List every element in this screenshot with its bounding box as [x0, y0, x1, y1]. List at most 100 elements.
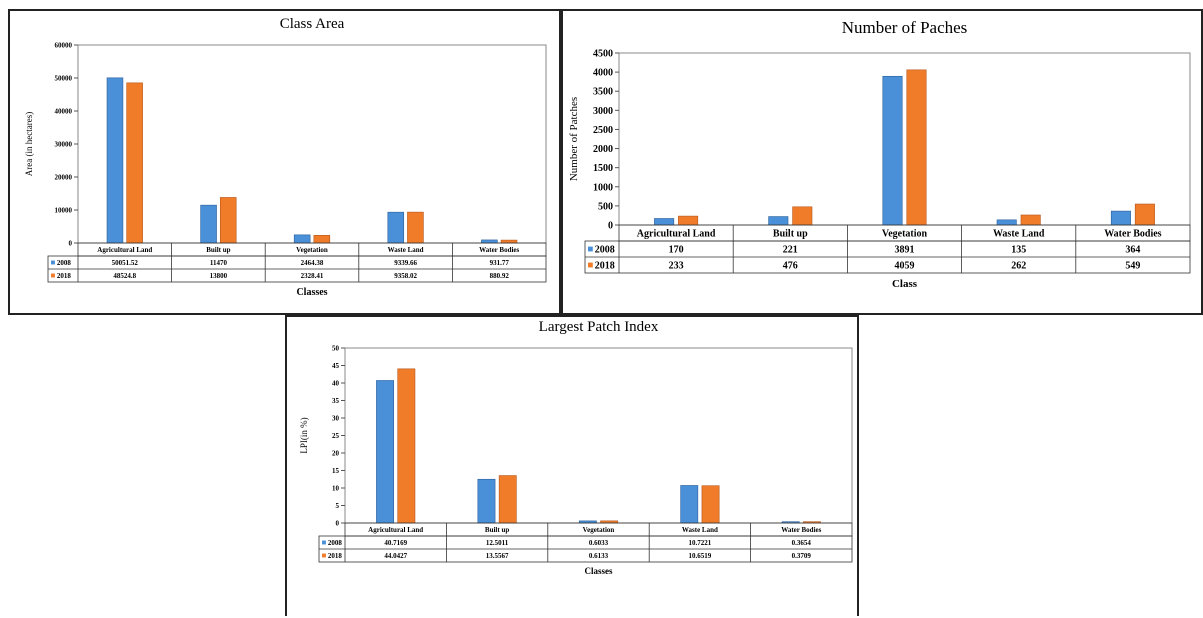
y-axis-label: Area (in hectares)	[24, 112, 34, 176]
chart-title: Largest Patch Index	[539, 319, 659, 335]
y-tick-label: 60000	[55, 41, 73, 49]
bar-2008-3	[996, 219, 1017, 226]
category-label: Built up	[485, 526, 509, 534]
data-label: 13.5567	[486, 552, 509, 560]
data-label: 880.92	[490, 272, 510, 280]
bar-2018-0	[126, 82, 143, 244]
y-tick-label: 20000	[55, 173, 73, 181]
data-label: 48524.8	[113, 272, 136, 280]
bar-2018-1	[219, 197, 237, 244]
data-label: 40.7169	[384, 539, 407, 547]
legend-label-2018: 2018	[57, 272, 72, 280]
bar-2008-0	[376, 380, 394, 524]
category-label: Waste Land	[388, 246, 424, 254]
bar-2008-2	[293, 234, 311, 244]
data-label: 0.3709	[792, 552, 812, 560]
category-label: Waste Land	[682, 526, 718, 534]
y-tick-label: 0	[69, 239, 73, 247]
y-tick-label: 35	[332, 397, 340, 405]
category-label: Waste Land	[993, 229, 1045, 240]
legend-label-2008: 2008	[595, 245, 615, 256]
y-tick-label: 50000	[55, 74, 73, 82]
largest-patch-index-chart-panel: Largest Patch Index 0 5 10 15 20 25 30 35 40 45 50 L…	[285, 315, 859, 616]
category-label: Vegetation	[882, 229, 928, 240]
data-label: 50051.52	[112, 259, 139, 267]
data-label: 12.5011	[486, 539, 509, 547]
y-axis-label: LPI(in %)	[299, 417, 309, 453]
category-label: Vegetation	[583, 526, 615, 534]
legend-label-2018: 2018	[328, 552, 343, 560]
data-label: 476	[783, 261, 798, 272]
legend-label-2018: 2018	[595, 261, 615, 272]
bar-2018-0	[678, 215, 699, 226]
legend-key-2008	[51, 260, 55, 265]
category-label: Vegetation	[296, 246, 328, 254]
bar-2018-3	[1020, 214, 1041, 226]
x-axis-label: Classes	[296, 287, 327, 298]
data-label: 931.77	[490, 259, 510, 267]
legend-key-2018	[322, 553, 326, 558]
x-axis-label: Class	[892, 278, 918, 290]
data-label: 221	[783, 245, 798, 256]
category-label: Agricultural Land	[97, 246, 152, 254]
category-label: Water Bodies	[1104, 229, 1161, 240]
y-tick-label: 20	[332, 449, 340, 457]
largest-patch-index-chart: Largest Patch Index 0 5 10 15 20 25 30 35 40 45 50 L…	[299, 319, 853, 576]
bar-2008-0	[106, 77, 124, 244]
bar-2018-4	[500, 239, 518, 244]
chart-title: Number of Paches	[842, 18, 968, 37]
bar-2018-3	[407, 211, 424, 244]
data-label: 170	[669, 245, 684, 256]
x-axis-label: Classes	[584, 566, 612, 576]
data-label: 44.0427	[384, 552, 407, 560]
data-label: 13800	[210, 272, 228, 280]
data-label: 10.7221	[689, 539, 712, 547]
bar-2008-1	[200, 204, 217, 244]
category-label: Agricultural Land	[637, 229, 716, 240]
number-of-patches-chart-panel: Number of Paches 0 500 1000 1500 2000 2500 3000…	[561, 9, 1203, 315]
data-label: 2328.41	[301, 272, 324, 280]
bar-2018-1	[498, 475, 517, 524]
data-label: 135	[1011, 245, 1026, 256]
y-tick-label: 4500	[593, 49, 613, 60]
y-tick-label: 3000	[593, 106, 613, 117]
y-tick-label: 30000	[55, 140, 73, 148]
category-label: Agricultural Land	[368, 526, 423, 534]
data-label: 9358.02	[394, 272, 417, 280]
y-tick-label: 4000	[593, 68, 613, 79]
bar-2008-4	[1110, 210, 1131, 226]
y-tick-label: 500	[598, 201, 613, 212]
y-tick-label: 0	[608, 221, 613, 232]
y-tick-label: 25	[332, 432, 340, 440]
y-tick-label: 2000	[593, 144, 613, 155]
data-label: 262	[1011, 261, 1026, 272]
y-tick-label: 10	[332, 484, 340, 492]
bar-2018-1	[792, 206, 813, 226]
data-label: 0.6033	[589, 539, 609, 547]
data-label: 0.3654	[792, 539, 812, 547]
bar-2008-0	[654, 218, 675, 226]
category-label: Built up	[206, 246, 230, 254]
y-tick-label: 10000	[55, 206, 73, 214]
legend-key-2018	[51, 273, 55, 278]
number-of-patches-chart: Number of Paches 0 500 1000 1500 2000 2500 3000…	[568, 18, 1191, 290]
category-label: Built up	[773, 229, 808, 240]
category-label: Water Bodies	[479, 246, 519, 254]
y-tick-label: 3500	[593, 87, 613, 98]
plot-area	[344, 347, 853, 524]
bar-2018-0	[397, 368, 416, 524]
data-label: 0.6133	[589, 552, 609, 560]
y-tick-label: 2500	[593, 125, 613, 136]
category-label: Water Bodies	[781, 526, 821, 534]
legend-key-2008	[322, 540, 326, 545]
y-tick-label: 50	[332, 344, 340, 352]
data-label: 549	[1125, 261, 1140, 272]
bar-2008-1	[768, 216, 789, 226]
bar-2018-4	[1134, 203, 1155, 226]
class-area-chart: Class Area 0 10000 20000 30000 40000 50000 6000…	[24, 16, 547, 298]
y-tick-label: 15	[332, 467, 340, 475]
data-label: 364	[1125, 245, 1140, 256]
y-tick-label: 40000	[55, 107, 73, 115]
bar-2018-3	[701, 485, 720, 524]
y-tick-label: 40	[332, 379, 340, 387]
